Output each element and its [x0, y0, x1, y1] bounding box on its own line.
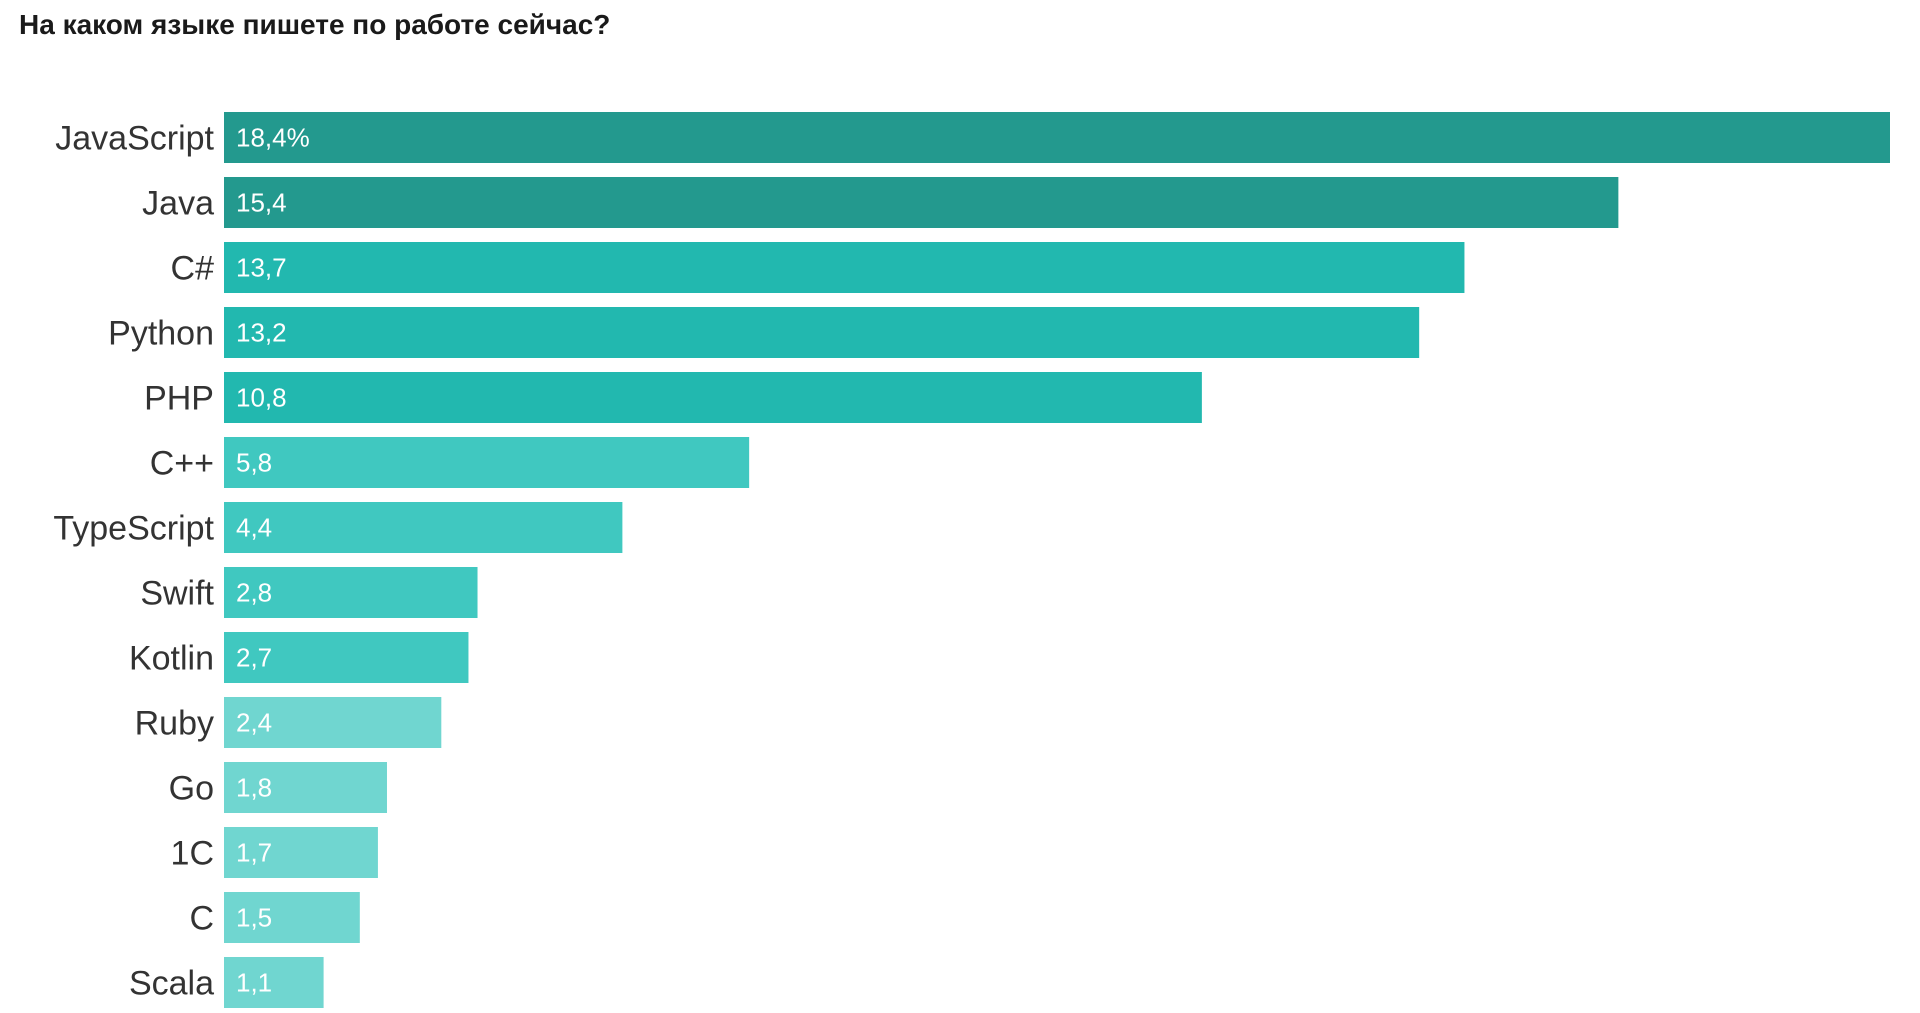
bar-javascript: [224, 112, 1890, 163]
bar-kotlin: [224, 632, 469, 683]
value-label-swift: 2,8: [236, 578, 272, 608]
value-label-c: 13,7: [236, 253, 287, 283]
value-label-go: 1,8: [236, 773, 272, 803]
bar-typescript: [224, 502, 623, 553]
value-label-python: 13,2: [236, 318, 287, 348]
value-label-java: 15,4: [236, 188, 287, 218]
value-label-1c: 1,7: [236, 838, 272, 868]
bar-ruby: [224, 697, 442, 748]
bar-c: [224, 437, 750, 488]
value-label-javascript: 18,4%: [236, 123, 310, 153]
value-label-kotlin: 2,7: [236, 643, 272, 673]
category-label-php: PHP: [144, 380, 214, 418]
category-label-1c: 1C: [171, 835, 214, 873]
category-label-java: Java: [142, 185, 214, 223]
category-label-javascript: JavaScript: [55, 120, 214, 158]
bar-swift: [224, 567, 478, 618]
bar-scala: [224, 957, 324, 1008]
category-label-c: C++: [150, 445, 214, 483]
category-label-go: Go: [169, 770, 214, 808]
bar-1c: [224, 827, 378, 878]
bar-go: [224, 762, 387, 813]
category-label-c: C#: [171, 250, 215, 288]
category-label-python: Python: [108, 315, 214, 353]
category-label-kotlin: Kotlin: [129, 640, 214, 678]
value-label-c: 1,5: [236, 903, 272, 933]
bar-c: [224, 242, 1465, 293]
category-label-typescript: TypeScript: [53, 510, 214, 548]
category-label-scala: Scala: [129, 965, 214, 1003]
value-label-typescript: 4,4: [236, 513, 272, 543]
category-label-swift: Swift: [140, 575, 214, 613]
category-label-c: C: [189, 900, 214, 938]
value-label-c: 5,8: [236, 448, 272, 478]
bar-c: [224, 892, 360, 943]
chart-title: На каком языке пишете по работе сейчас?: [19, 9, 611, 40]
value-label-ruby: 2,4: [236, 708, 272, 738]
category-label-ruby: Ruby: [135, 705, 214, 743]
value-label-php: 10,8: [236, 383, 287, 413]
bar-java: [224, 177, 1619, 228]
bar-php: [224, 372, 1202, 423]
value-label-scala: 1,1: [236, 968, 272, 998]
bar-python: [224, 307, 1420, 358]
